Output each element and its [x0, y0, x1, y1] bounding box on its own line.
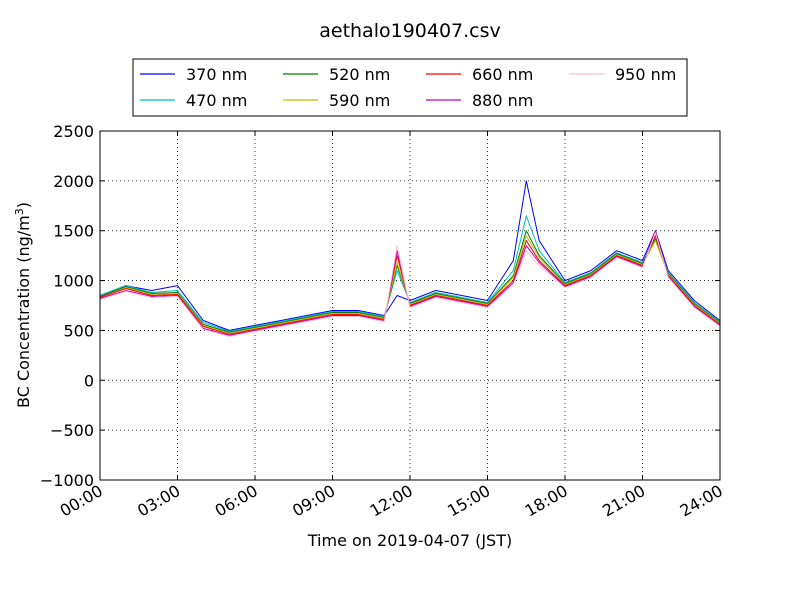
x-tick-label: 18:00 [522, 481, 571, 521]
series-line-4 [99, 235, 721, 334]
series-line-1 [99, 180, 721, 331]
y-axis-label: BC Concentration (ng/m3) [13, 202, 34, 408]
x-axis-label: Time on 2019-04-07 (JST) [307, 531, 512, 550]
legend-entry: 660 nm [472, 65, 533, 84]
legend: 370 nm 470 nm 520 nm 590 nm 660 nm 880 nm 950 … [132, 58, 688, 117]
y-tick-label: 1000 [53, 272, 94, 291]
y-tick-label: −1000 [40, 471, 94, 490]
legend-entry: 520 nm [329, 65, 390, 84]
y-tick-label: 500 [63, 321, 94, 340]
series-line-5 [99, 235, 721, 335]
x-tick-label: 24:00 [677, 481, 726, 521]
x-tick-label: 06:00 [212, 481, 261, 521]
series-line-2 [99, 215, 721, 332]
x-tick-label: 03:00 [134, 481, 183, 521]
plot-area [99, 180, 721, 337]
y-tick-label: −500 [50, 421, 94, 440]
legend-entry: 950 nm [615, 65, 676, 84]
chart-title: aethalo190407.csv [319, 20, 501, 42]
legend-entry: 370 nm [186, 65, 247, 84]
x-tick-label: 09:00 [289, 481, 338, 521]
grid-lines [100, 131, 720, 480]
series-line-3 [99, 230, 721, 333]
x-axis: 00:00 03:00 06:00 09:00 12:00 15:00 18:00 21:00… [57, 131, 726, 521]
legend-entry: 470 nm [186, 91, 247, 110]
legend-entry: 590 nm [329, 91, 390, 110]
series-line-7 [99, 232, 721, 337]
legend-entry: 880 nm [472, 91, 533, 110]
y-tick-label: 2000 [53, 172, 94, 191]
legend-frame [132, 58, 688, 117]
x-tick-label: 15:00 [444, 481, 493, 521]
y-tick-label: 1500 [53, 222, 94, 241]
y-tick-label: 2500 [53, 122, 94, 141]
x-tick-label: 21:00 [599, 481, 648, 521]
x-tick-label: 12:00 [367, 481, 416, 521]
y-tick-label: 0 [84, 371, 94, 390]
y-axis: 2500 2000 1500 1000 500 0 −500 −1000 [40, 122, 720, 490]
series-line-6 [99, 230, 721, 336]
